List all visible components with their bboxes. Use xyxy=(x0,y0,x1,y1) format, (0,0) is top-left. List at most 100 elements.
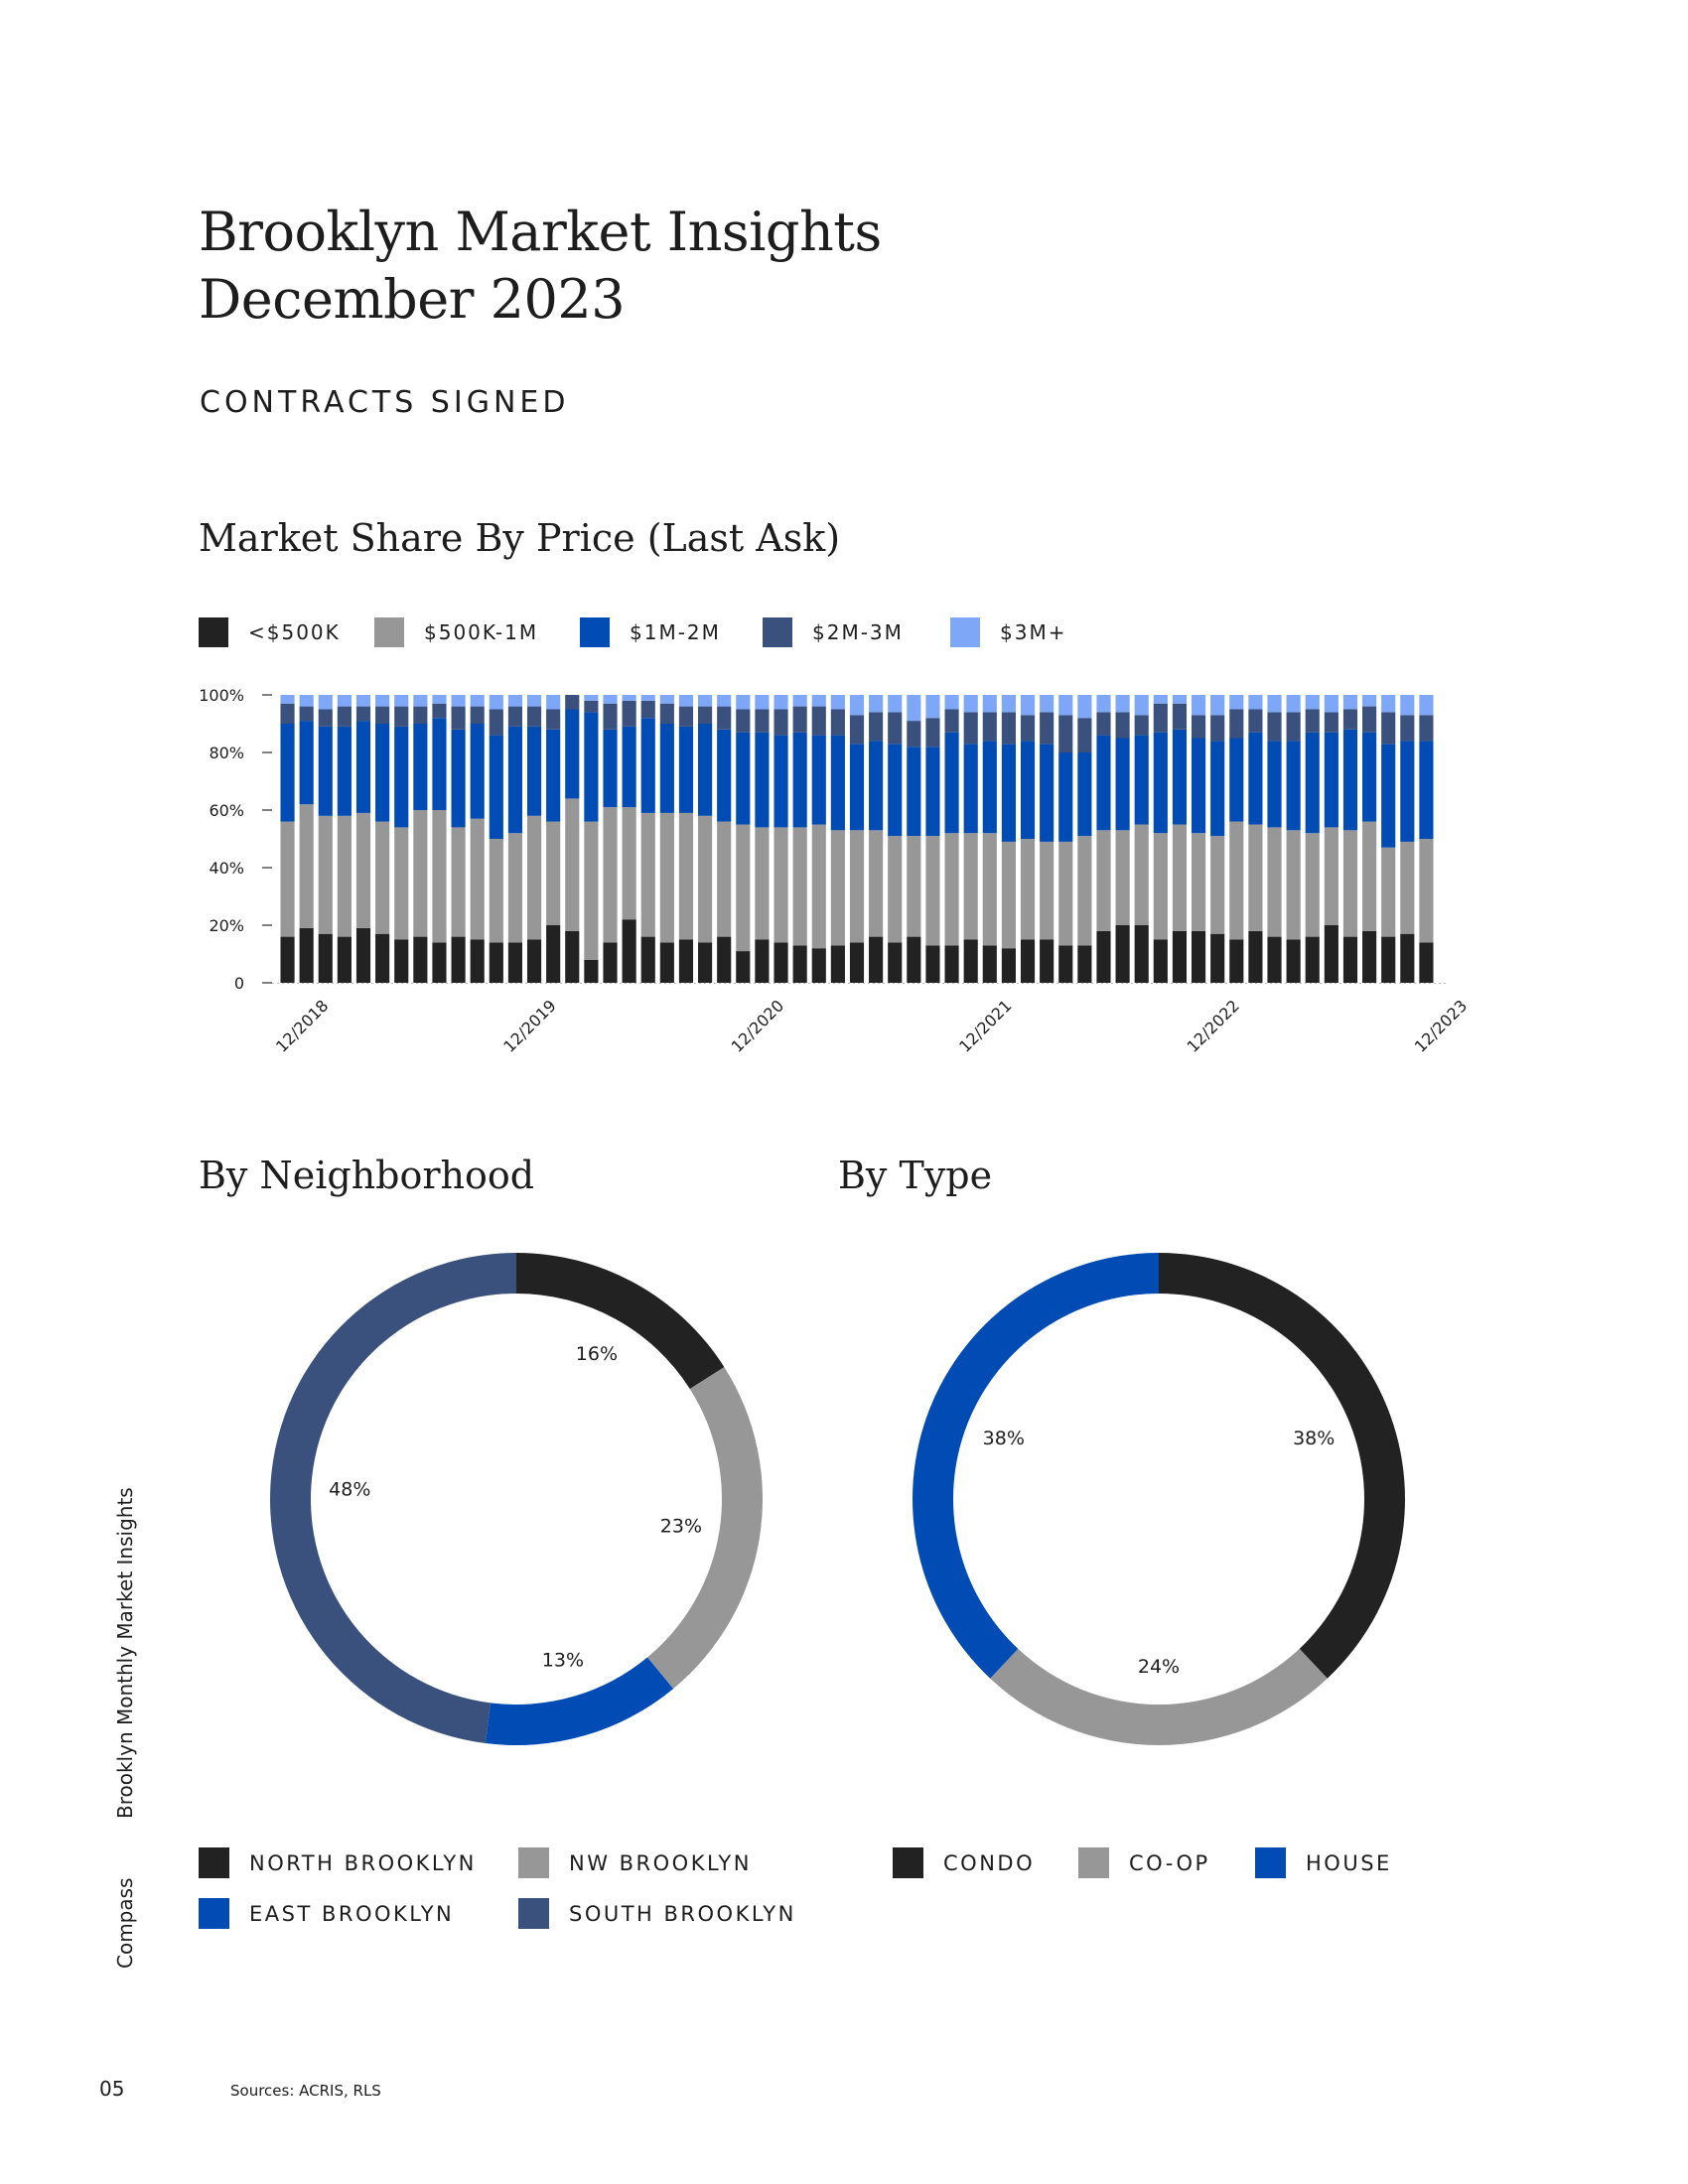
donut-slice-label: 48% xyxy=(329,1479,370,1501)
bar-segment xyxy=(963,695,978,713)
bar-segment xyxy=(640,936,655,983)
donut-slice xyxy=(1159,1253,1405,1679)
bar-segment xyxy=(963,744,978,834)
bar-segment xyxy=(811,948,826,983)
bar-segment xyxy=(659,695,674,704)
x-axis-tick-label: 12/2018 xyxy=(272,996,332,1055)
bar-segment xyxy=(774,735,788,828)
bar-segment xyxy=(1040,939,1055,983)
bar-segment xyxy=(1153,833,1168,940)
bar-segment xyxy=(925,695,940,719)
bar-segment xyxy=(736,824,751,952)
bar-segment xyxy=(944,833,959,946)
bar-segment xyxy=(811,695,826,707)
bar-segment xyxy=(1191,738,1206,834)
bar-segment xyxy=(1229,738,1244,822)
bar-segment xyxy=(849,830,865,943)
bar-segment xyxy=(1381,847,1396,937)
bar-segment xyxy=(640,718,655,813)
bar-segment xyxy=(717,936,732,983)
bar-segment xyxy=(355,706,371,722)
bar-segment xyxy=(830,945,845,983)
bar-segment xyxy=(1324,925,1338,983)
bar-segment xyxy=(299,695,314,707)
bar-segment xyxy=(355,812,371,928)
legend-swatch xyxy=(199,1847,229,1878)
bar-segment xyxy=(603,729,618,808)
bar-segment xyxy=(413,810,428,937)
bar-segment xyxy=(792,827,807,946)
bar-segment xyxy=(1058,715,1073,752)
bar-segment xyxy=(394,939,409,983)
bar-segment xyxy=(1342,695,1358,710)
bar-segment xyxy=(394,706,409,727)
bar-segment xyxy=(1096,930,1111,983)
legend-item-house: HOUSE xyxy=(1255,1847,1392,1878)
bar-segment xyxy=(299,804,314,928)
bar-segment xyxy=(622,919,636,983)
bar-segment xyxy=(736,951,751,983)
bar-segment xyxy=(584,821,599,960)
x-axis-tick-label: 12/2019 xyxy=(499,996,559,1055)
legend-item-2m-3m: $2M-3M xyxy=(763,617,904,647)
bar-segment xyxy=(318,726,333,816)
bar-segment xyxy=(280,936,295,983)
bar-segment xyxy=(1400,933,1415,983)
bar-segment xyxy=(489,942,503,983)
bar-segment xyxy=(1134,695,1149,716)
bar-segment xyxy=(982,833,997,946)
bar-segment xyxy=(640,812,655,937)
bar-segment xyxy=(565,695,580,710)
bar-segment xyxy=(659,703,674,724)
bar-segment xyxy=(526,706,542,727)
bar-segment xyxy=(451,706,466,730)
bar-segment xyxy=(1001,712,1016,745)
legend-label: $2M-3M xyxy=(812,620,904,644)
bar-segment xyxy=(755,939,770,983)
bar-segment xyxy=(622,807,636,920)
bar-segment xyxy=(1172,729,1188,825)
bar-segment xyxy=(375,724,390,822)
bar-segment xyxy=(489,735,503,839)
bar-segment xyxy=(1305,833,1320,937)
bar-segment xyxy=(1324,712,1338,733)
bar-segment xyxy=(451,827,466,937)
y-axis-tick-label: 40% xyxy=(209,859,244,878)
bar-segment xyxy=(849,695,865,716)
bar-chart-title: Market Share By Price (Last Ask) xyxy=(199,516,841,560)
bar-segment xyxy=(849,942,865,983)
bar-segment xyxy=(1342,729,1358,831)
legend-label: NW BROOKLYN xyxy=(569,1850,752,1875)
bar-segment xyxy=(1248,695,1263,710)
bar-segment xyxy=(888,744,903,837)
bar-segment xyxy=(1286,741,1301,831)
bar-segment xyxy=(963,939,978,983)
y-axis-tick-label: 80% xyxy=(209,744,244,762)
bar-segment xyxy=(375,706,390,724)
bar-segment xyxy=(432,942,447,983)
bar-segment xyxy=(394,827,409,940)
type-donut-chart: 38% 24% 38% xyxy=(913,1253,1405,1745)
bar-segment xyxy=(1077,836,1092,946)
donut-slice xyxy=(516,1253,725,1390)
bar-segment xyxy=(640,695,655,701)
bar-segment xyxy=(698,724,713,816)
y-axis-tick-label: 0 xyxy=(234,974,244,993)
bar-segment xyxy=(470,724,485,819)
bar-segment xyxy=(394,695,409,707)
bar-segment xyxy=(717,729,732,822)
bar-segment xyxy=(1342,830,1358,937)
bar-segment xyxy=(1077,718,1092,752)
bar-segment xyxy=(830,830,845,946)
bar-segment xyxy=(1229,821,1244,940)
price-legend: <$500K $500K-1M $1M-2M $2M-3M $3M+ xyxy=(199,617,1489,649)
legend-swatch xyxy=(199,1898,229,1929)
bar-segment xyxy=(963,712,978,745)
bar-segment xyxy=(869,936,884,983)
bar-segment xyxy=(1267,741,1282,828)
bar-segment xyxy=(755,827,770,940)
bar-segment xyxy=(1020,695,1036,716)
legend-swatch xyxy=(518,1847,549,1878)
bar-segment xyxy=(489,695,503,710)
bar-segment xyxy=(1134,925,1149,983)
